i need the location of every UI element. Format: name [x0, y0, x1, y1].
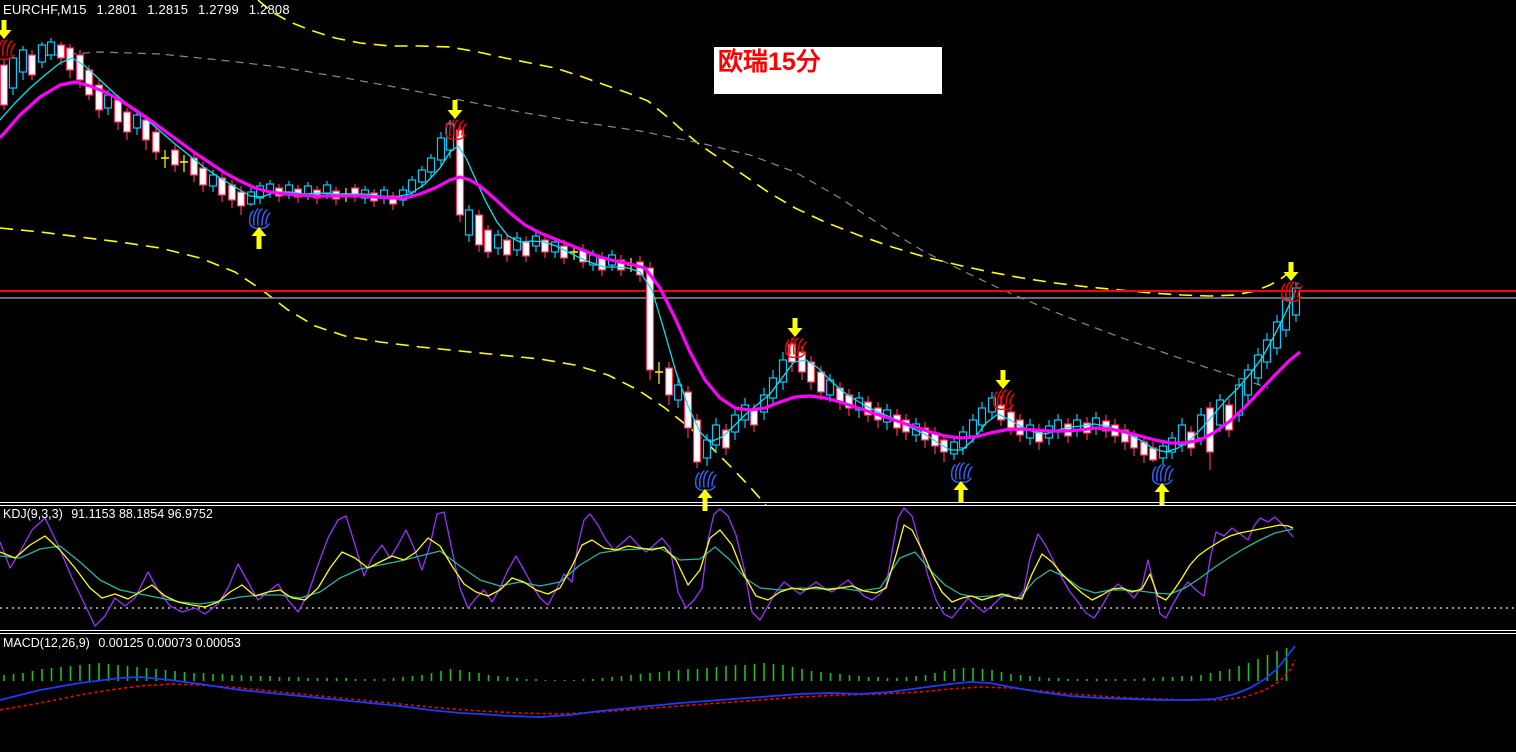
buy-hand-icon	[1151, 464, 1174, 486]
symbol-period-label: EURCHF,M15	[3, 2, 87, 17]
close-value: 1.2808	[248, 2, 290, 17]
buy-hand-icon	[950, 462, 973, 484]
high-value: 1.2815	[147, 2, 189, 17]
ohlc-header: EURCHF,M15 1.2801 1.2815 1.2799 1.2808	[3, 2, 296, 17]
chart-title-text: 欧瑞15分	[718, 48, 821, 76]
buy-arrow-icon	[953, 481, 969, 503]
sell-arrow-icon	[995, 370, 1011, 389]
macd-values: 0.00125 0.00073 0.00053	[98, 636, 241, 650]
macd-indicator-label: MACD(12,26,9) 0.00125 0.00073 0.00053	[3, 636, 246, 650]
kdj-name: KDJ(9,3,3)	[3, 507, 63, 521]
buy-arrow-icon	[1154, 483, 1170, 505]
sell-hand-icon	[1280, 281, 1303, 303]
low-value: 1.2799	[198, 2, 239, 17]
macd-name: MACD(12,26,9)	[3, 636, 90, 650]
open-value: 1.2801	[96, 2, 138, 17]
sell-arrow-icon	[0, 20, 12, 39]
buy-hand-icon	[248, 208, 271, 230]
sell-hand-icon	[0, 39, 16, 61]
sell-hand-icon	[784, 337, 807, 359]
sell-arrow-icon	[447, 100, 463, 119]
kdj-indicator-label: KDJ(9,3,3) 91.1153 88.1854 96.9752	[3, 507, 218, 521]
buy-arrow-icon	[697, 489, 713, 511]
buy-hand-icon	[694, 470, 717, 492]
sell-hand-icon	[444, 119, 467, 141]
buy-arrow-icon	[251, 227, 267, 249]
chart-title-box[interactable]: 欧瑞15分	[714, 47, 942, 94]
sell-arrow-icon	[787, 318, 803, 337]
kdj-values: 91.1153 88.1854 96.9752	[71, 507, 213, 521]
sell-arrow-icon	[1283, 262, 1299, 281]
sell-hand-icon	[992, 389, 1015, 411]
